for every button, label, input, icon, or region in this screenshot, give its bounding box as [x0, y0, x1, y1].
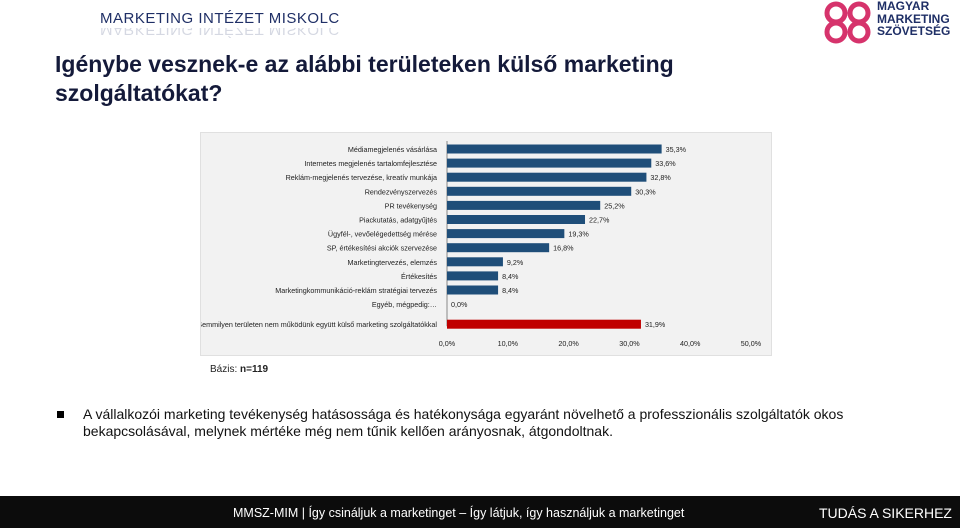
chart-panel: Médiamegjelenés vásárlása 35,3% Internetes… — [200, 132, 772, 356]
footer-bar: MMSZ-MIM | Így csináljuk a marketinget –… — [0, 496, 960, 528]
footer-slogan: TUDÁS A SIKERHEZ — [818, 505, 952, 521]
category-label: SP, értékesítési akciók szervezése — [327, 244, 437, 253]
bar — [447, 243, 550, 253]
data-label: 0,0% — [451, 300, 468, 309]
category-label: Értékesítés — [401, 272, 437, 281]
data-label: 33,6% — [655, 159, 676, 168]
category-label: Marketingtervezés, elemzés — [348, 258, 438, 267]
category-label: Reklám-megjelenés tervezése, kreatív mun… — [286, 173, 437, 182]
data-label: 31,9% — [645, 320, 666, 329]
data-label: 35,3% — [666, 145, 687, 154]
data-label: 19,3% — [568, 230, 589, 239]
category-label: PR tevékenység — [385, 201, 437, 210]
bar — [447, 144, 662, 154]
bar-chart: Médiamegjelenés vásárlása 35,3% Internetes… — [201, 141, 762, 348]
slide-title: Igénybe vesznek-e az alábbi területeken … — [55, 51, 674, 106]
bar — [447, 285, 499, 295]
basis-value: n=119 — [240, 364, 269, 375]
data-label: 8,4% — [502, 272, 519, 281]
data-label: 30,3% — [635, 187, 656, 196]
data-label: 32,8% — [650, 173, 671, 182]
x-tick-label: 50,0% — [741, 339, 762, 348]
bullet-text: A vállalkozói marketing tevékenység hatá… — [83, 406, 844, 439]
category-label: Rendezvényszervezés — [365, 187, 438, 196]
x-tick-label: 0,0% — [439, 339, 456, 348]
category-label: Internetes megjelenés tartalomfejlesztés… — [304, 159, 437, 168]
logo-line-1: MAGYAR — [877, 0, 930, 13]
x-tick-label: 10,0% — [498, 339, 519, 348]
bar — [447, 229, 565, 239]
data-label: 9,2% — [507, 258, 524, 267]
bar — [447, 172, 647, 182]
logo-mark-icon — [824, 1, 871, 44]
bullet-marker — [57, 411, 64, 418]
bar — [447, 158, 652, 168]
logo-line-2: MARKETING — [877, 11, 950, 26]
footer-caption: MMSZ-MIM | Így csináljuk a marketinget –… — [233, 506, 685, 520]
basis-note: Bázis: n=119 — [210, 364, 268, 375]
category-label: Piackutatás, adatgyűjtés — [359, 216, 437, 225]
category-label: Médiamegjelenés vásárlása — [348, 145, 437, 154]
institute-brand: MARKETING INTÉZET MISKOLC — [100, 10, 340, 27]
logo-line-3: SZÖVETSÉG — [877, 24, 951, 38]
bar — [447, 319, 641, 329]
data-label: 25,2% — [604, 201, 625, 210]
x-tick-label: 40,0% — [680, 339, 701, 348]
bar — [447, 186, 632, 196]
x-tick-label: 30,0% — [619, 339, 640, 348]
bar — [447, 257, 503, 267]
category-label: Semmilyen területen nem működünk együtt … — [201, 320, 437, 329]
category-label: Egyéb, mégpedig:… — [372, 300, 437, 309]
category-label: Ügyfél-, vevőelégedettség mérése — [328, 230, 437, 239]
association-logo: MAGYAR MARKETING SZÖVETSÉG — [823, 0, 953, 44]
bar — [447, 215, 586, 224]
bar — [447, 200, 601, 210]
bar — [447, 271, 499, 281]
institute-brand-reflection: MARKETING INTÉZET MISKOLC — [100, 28, 340, 38]
category-label: Marketingkommunikáció-reklám stratégiai … — [275, 286, 437, 295]
data-label: 8,4% — [502, 286, 519, 295]
data-label: 22,7% — [589, 216, 610, 225]
logo-text: MAGYAR MARKETING SZÖVETSÉG — [877, 0, 950, 38]
data-label: 16,8% — [553, 244, 574, 253]
basis-label: Bázis: — [210, 364, 238, 375]
x-tick-label: 20,0% — [558, 339, 579, 348]
